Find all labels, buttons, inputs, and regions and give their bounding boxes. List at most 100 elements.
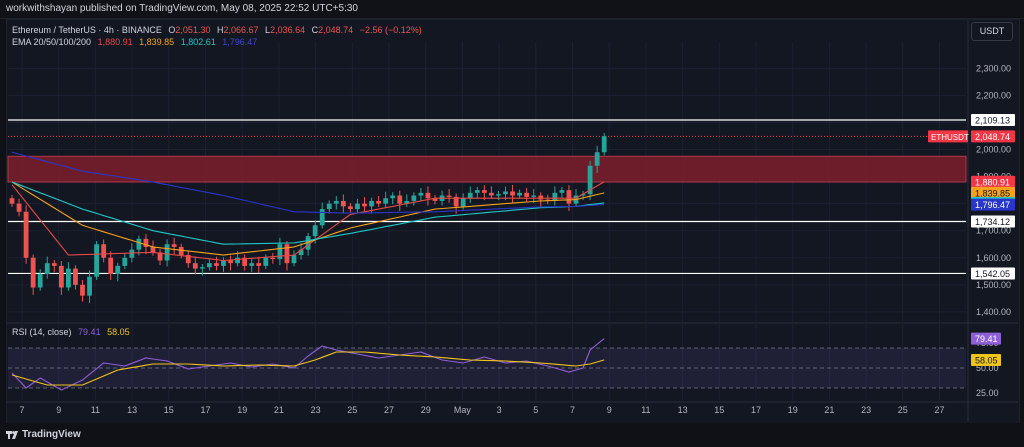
y-tick-label: 2,200.00 — [976, 90, 1011, 100]
candle-body — [129, 249, 135, 258]
close-value: 2,048.74 — [318, 25, 354, 35]
x-tick-label: 21 — [274, 405, 284, 415]
candle-body — [58, 265, 64, 288]
publisher-bar: workwithshayan published on TradingView.… — [0, 0, 1024, 19]
candle-body — [199, 267, 205, 269]
x-tick-label: 17 — [200, 405, 210, 415]
candle-body — [214, 263, 219, 266]
candle-body — [16, 203, 22, 212]
price-axis-tag — [971, 198, 1015, 211]
x-tick-label: 11 — [91, 405, 100, 415]
low-value: 2,036.64 — [270, 25, 306, 35]
candle-body — [136, 238, 142, 250]
candle-body — [221, 260, 226, 266]
symbol-title: Ethereum / TetherUS · 4h · BINANCE — [12, 25, 162, 35]
x-tick-label: 27 — [934, 405, 944, 415]
candle-body — [411, 195, 417, 201]
ema50-line — [11, 181, 605, 256]
candle-body — [235, 257, 240, 264]
candle-body — [164, 244, 170, 261]
candle-body — [383, 198, 389, 204]
x-tick-label: 19 — [237, 405, 247, 415]
candle-body — [277, 244, 283, 260]
candle-body — [185, 255, 191, 264]
y-tick-label: 1,500.00 — [976, 280, 1011, 290]
x-tick-label: 13 — [678, 405, 688, 415]
x-tick-label: 23 — [861, 405, 871, 415]
rsi-line — [11, 338, 605, 391]
candle-body — [453, 196, 459, 207]
candle-body — [355, 203, 360, 210]
candle-body — [489, 192, 494, 196]
ema200-line — [11, 151, 605, 214]
rsi-axis-tag-label: 79.41 — [975, 334, 998, 344]
candle-body — [418, 192, 424, 196]
price-axis-tag-label: 2,109.13 — [975, 116, 1010, 126]
candle-body — [474, 190, 480, 193]
currency-button[interactable]: USDT — [971, 22, 1013, 41]
candle-body — [305, 236, 311, 250]
rsi-axis-tag-label: 58.05 — [975, 355, 998, 365]
close-label: C — [311, 25, 319, 35]
x-tick-label: 3 — [497, 405, 502, 415]
candle-body — [510, 191, 515, 196]
ema50-value: 1,839.85 — [139, 37, 175, 47]
candle-body — [87, 276, 92, 296]
price-axis-tag-label: 1,880.91 — [975, 177, 1010, 187]
candle-body — [446, 195, 452, 197]
price-axis-tag-label: 1,542.05 — [975, 269, 1010, 279]
price-axis-tag-label: 1,734.12 — [975, 217, 1010, 227]
candle-body — [390, 195, 396, 199]
candle-body — [425, 192, 431, 199]
price-axis-tag — [971, 267, 1015, 280]
y-tick-label: 1,400.00 — [976, 307, 1011, 317]
x-tick-label: 17 — [751, 405, 761, 415]
x-tick-label: 5 — [533, 405, 538, 415]
low-label: L — [265, 25, 271, 35]
candle-body — [80, 284, 85, 296]
candle-body — [559, 190, 565, 193]
price-axis-tag-label: 1,796.47 — [975, 200, 1010, 210]
candle-body — [404, 200, 410, 204]
candle-body — [94, 244, 99, 277]
rsi-legend: RSI (14, close) 79.41 58.05 — [12, 327, 134, 337]
candle-body — [503, 191, 508, 195]
high-label: H — [216, 25, 224, 35]
rsi-y-tick-label: 25.00 — [976, 388, 999, 398]
candle-body — [192, 263, 198, 269]
candle-body — [37, 274, 43, 288]
candle-body — [376, 200, 381, 204]
candle-body — [249, 263, 255, 266]
candle-body — [284, 244, 290, 264]
candle-body — [333, 200, 339, 204]
x-tick-label: 9 — [56, 405, 61, 415]
y-tick-label: 1,600.00 — [976, 253, 1011, 263]
open-label: O — [168, 25, 176, 35]
open-value: 2,051.30 — [175, 25, 211, 35]
rsi-ma-value: 58.05 — [107, 327, 130, 337]
x-tick-label: 11 — [641, 405, 650, 415]
symbol-price-tag-label: ETHUSDT — [931, 133, 969, 142]
rsi-ma-line — [11, 351, 605, 386]
candle-body — [30, 257, 36, 288]
candle-body — [538, 195, 544, 200]
footer: TradingView — [0, 423, 1024, 447]
x-tick-label: 15 — [714, 405, 724, 415]
candle-body — [178, 246, 184, 256]
ema20-line — [11, 181, 605, 262]
candle-body — [263, 257, 269, 266]
price-axis-tag — [971, 114, 1015, 127]
publisher-text: workwithshayan published on TradingView.… — [6, 3, 358, 14]
candle-body — [348, 206, 353, 210]
x-tick-label: 15 — [164, 405, 174, 415]
candle-body — [531, 195, 537, 197]
candle-body — [73, 268, 78, 285]
candle-body — [517, 192, 522, 196]
candle-body — [496, 194, 501, 196]
candle-body — [66, 268, 71, 288]
candle-body — [207, 263, 212, 268]
ema100-line — [11, 181, 605, 245]
symbol-price-tag — [928, 130, 968, 143]
y-tick-label: 2,000.00 — [976, 145, 1011, 155]
